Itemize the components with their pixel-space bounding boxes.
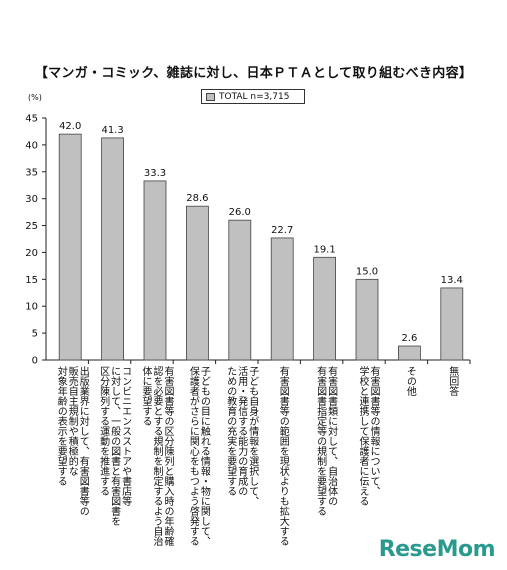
bar-value-label: 42.0 bbox=[59, 121, 81, 132]
y-tick-label: 45 bbox=[25, 114, 38, 125]
y-tick-label: 15 bbox=[25, 275, 38, 286]
bar-value-label: 19.1 bbox=[313, 244, 335, 255]
bar-value-label: 15.0 bbox=[356, 266, 378, 277]
category-label: その他 bbox=[404, 366, 416, 396]
bar bbox=[440, 287, 464, 361]
y-tick-label: 5 bbox=[32, 329, 38, 340]
bar-value-label: 26.0 bbox=[229, 207, 251, 218]
y-axis-unit: (%) bbox=[28, 93, 42, 102]
bar-value-label: 41.3 bbox=[101, 125, 123, 136]
bar-value-label: 13.4 bbox=[441, 275, 463, 286]
bar-value-label: 33.3 bbox=[144, 168, 166, 179]
category-label: 有害図書等の区分陳列と購入時の年齢確 認を必要とする規制を制定するよう自治 体に… bbox=[140, 366, 173, 546]
category-label: 有害図書等の範囲を現状よりも拡大する bbox=[277, 366, 289, 546]
bar bbox=[270, 237, 294, 361]
bar bbox=[58, 133, 82, 361]
bar-value-label: 28.6 bbox=[186, 193, 208, 204]
bar bbox=[228, 219, 252, 361]
category-label: 有害図書等の情報について、 学校と連携して保護者に伝える bbox=[357, 366, 379, 506]
y-tick-label: 40 bbox=[25, 140, 38, 151]
y-tick-label: 10 bbox=[25, 302, 38, 313]
bar bbox=[355, 278, 379, 361]
category-label: 出版業界に対して、有害図書等の 販売自主規制や積極的な 対象年齢の表示を要望する bbox=[55, 366, 89, 516]
category-label: 子どもの目に触れる情報・物に関して、 保護者がさらに関心をもつよう啓発する bbox=[187, 366, 210, 546]
bar bbox=[185, 205, 209, 361]
bar bbox=[313, 256, 337, 361]
legend-label: TOTAL n=3,715 bbox=[219, 91, 290, 102]
bar-value-label: 2.6 bbox=[401, 333, 417, 344]
category-label: コンビニエンスストアや書店等 に対して、一般の図書と有害図書を 区分陳列する運動… bbox=[97, 366, 131, 526]
chart-title: 【マンガ・コミック、雑誌に対し、日本ＰＴＡとして取り組むべき内容】 bbox=[34, 66, 473, 81]
y-tick-label: 25 bbox=[25, 221, 38, 232]
chart-legend: TOTAL n=3,715 bbox=[201, 89, 305, 104]
category-label: 無回答 bbox=[446, 366, 458, 396]
y-tick-label: 20 bbox=[25, 248, 38, 259]
resemom-logo: ReseMom bbox=[378, 537, 496, 562]
category-label: 子ども自身が情報を選択して、 活用・発信する能力の育成の ための教育の充実を要望… bbox=[224, 366, 258, 506]
bar bbox=[397, 345, 421, 361]
bar bbox=[143, 180, 167, 361]
bar-value-label: 22.7 bbox=[271, 225, 293, 236]
category-label: 有害図書類に対して、自治体の 有害図書指定等の規制を要望する bbox=[314, 366, 337, 516]
y-tick-label: 35 bbox=[25, 167, 38, 178]
legend-swatch bbox=[206, 92, 215, 101]
bar bbox=[101, 137, 124, 361]
y-tick-label: 0 bbox=[32, 356, 38, 367]
y-tick-label: 30 bbox=[25, 194, 38, 205]
